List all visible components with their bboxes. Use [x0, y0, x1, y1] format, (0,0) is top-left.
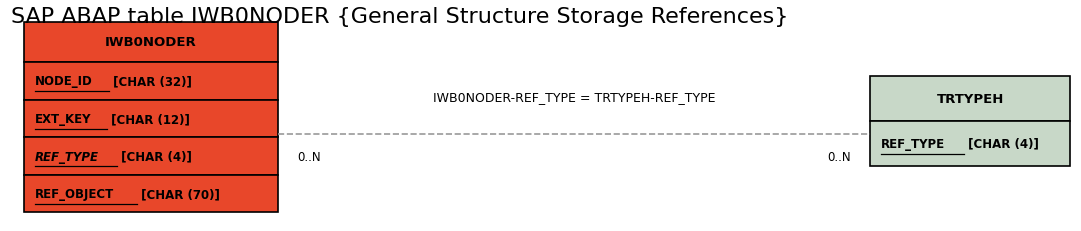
Text: [CHAR (12)]: [CHAR (12)] — [107, 112, 190, 125]
Text: SAP ABAP table IWB0NODER {General Structure Storage References}: SAP ABAP table IWB0NODER {General Struct… — [11, 7, 788, 27]
Text: REF_OBJECT: REF_OBJECT — [35, 187, 114, 200]
Text: [CHAR (4)]: [CHAR (4)] — [117, 150, 192, 163]
Text: EXT_KEY: EXT_KEY — [35, 112, 91, 125]
Text: REF_TYPE: REF_TYPE — [35, 150, 98, 163]
Text: NODE_ID: NODE_ID — [35, 75, 92, 88]
Text: IWB0NODER: IWB0NODER — [105, 36, 197, 49]
Text: [CHAR (70)]: [CHAR (70)] — [137, 187, 219, 200]
Text: 0..N: 0..N — [297, 151, 321, 164]
Text: [CHAR (32)]: [CHAR (32)] — [109, 75, 192, 88]
Text: 0..N: 0..N — [827, 151, 851, 164]
Text: IWB0NODER-REF_TYPE = TRTYPEH-REF_TYPE: IWB0NODER-REF_TYPE = TRTYPEH-REF_TYPE — [432, 91, 716, 104]
Text: REF_TYPE: REF_TYPE — [881, 137, 945, 150]
Text: TRTYPEH: TRTYPEH — [936, 92, 1004, 105]
Text: [CHAR (4)]: [CHAR (4)] — [964, 137, 1039, 150]
